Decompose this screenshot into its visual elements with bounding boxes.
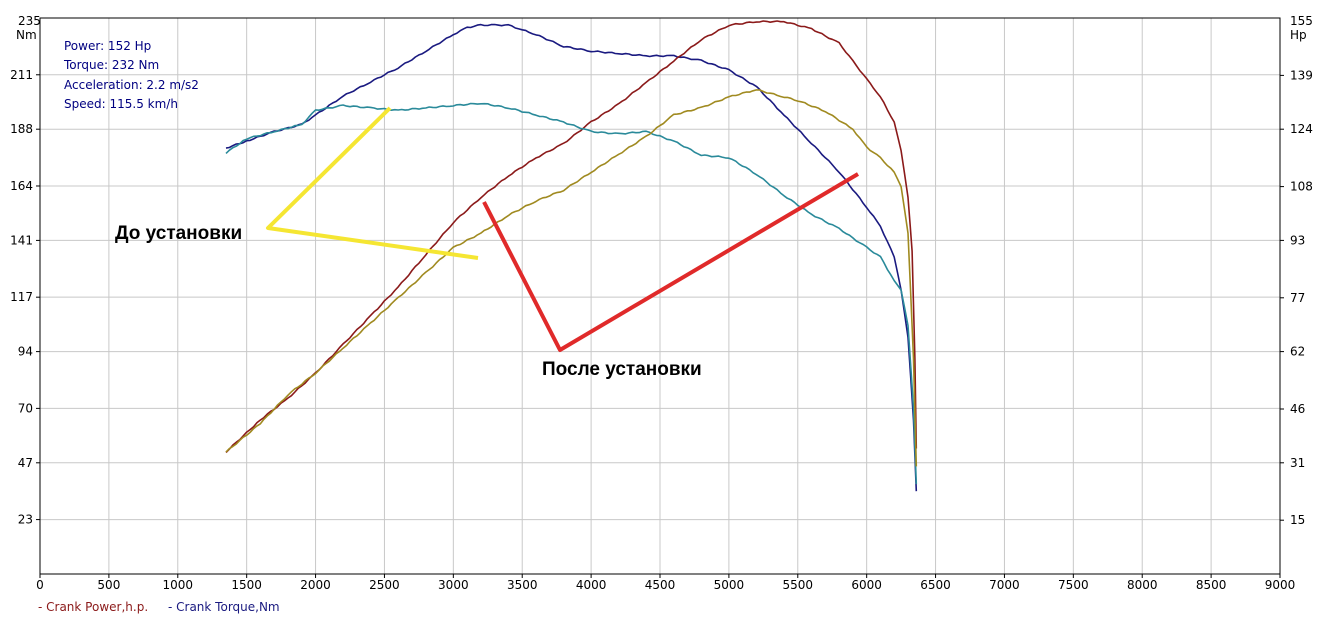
x-tick-label: 8000: [1127, 578, 1158, 592]
right-axis-top-value: 155: [1290, 14, 1313, 28]
y-left-tick-label: 211: [10, 68, 33, 82]
series-line-crank-torque-nm: [225, 23, 918, 492]
series-line-до-установки-torque: [225, 102, 918, 485]
legend-power: - Crank Power,h.p.: [38, 600, 148, 614]
x-tick-label: 6500: [920, 578, 951, 592]
y-left-tick-label: 164: [10, 179, 33, 193]
y-right-tick-label: 46: [1290, 402, 1305, 416]
legend-torque: - Crank Torque,Nm: [168, 600, 280, 614]
x-tick-label: 9000: [1265, 578, 1296, 592]
x-tick-label: 4500: [645, 578, 676, 592]
right-axis-unit: Hp: [1290, 28, 1307, 42]
y-left-tick-label: 70: [18, 401, 33, 415]
x-tick-label: 1500: [231, 578, 262, 592]
x-tick-label: 7500: [1058, 578, 1089, 592]
y-right-tick-label: 77: [1290, 291, 1305, 305]
series-line-crank-power-h-p-: [225, 20, 918, 454]
x-tick-label: 0: [36, 578, 44, 592]
y-left-tick-label: 117: [10, 290, 33, 304]
before-pointer-line: [266, 106, 479, 260]
axis-ticks: 0 500 1000 1500 2000 2500 3000 3500 4000 4500 5000…: [10, 68, 1313, 592]
x-tick-label: 6000: [851, 578, 882, 592]
info-power: Power: 152 Hp: [64, 39, 151, 53]
info-acceleration: Acceleration: 2.2 m/s2: [64, 78, 199, 92]
y-right-tick-label: 31: [1290, 456, 1305, 470]
y-right-tick-label: 62: [1290, 345, 1305, 359]
left-axis-unit: Nm: [16, 28, 37, 42]
annotation-after-label: После установки: [542, 359, 702, 380]
info-torque: Torque: 232 Nm: [63, 58, 159, 72]
y-left-tick-label: 188: [10, 122, 33, 136]
y-left-tick-label: 141: [10, 233, 33, 247]
after-pointer-line: [482, 172, 860, 352]
left-axis-top-value: 235: [18, 14, 41, 28]
x-tick-label: 2500: [369, 578, 400, 592]
x-tick-label: 1000: [163, 578, 194, 592]
x-tick-label: 3000: [438, 578, 469, 592]
info-speed: Speed: 115.5 km/h: [64, 97, 178, 111]
y-right-tick-label: 108: [1290, 180, 1313, 194]
y-right-tick-label: 15: [1290, 513, 1305, 527]
x-tick-label: 2000: [300, 578, 331, 592]
x-tick-label: 7000: [989, 578, 1020, 592]
y-left-tick-label: 23: [18, 513, 33, 527]
y-left-tick-label: 94: [18, 345, 33, 359]
grid: [40, 18, 1280, 574]
y-right-tick-label: 93: [1290, 233, 1305, 247]
x-tick-label: 8500: [1196, 578, 1227, 592]
x-tick-label: 5500: [783, 578, 814, 592]
series-lines: [225, 20, 918, 492]
y-right-tick-label: 124: [1290, 122, 1313, 136]
annotation-before-label: До установки: [115, 223, 242, 244]
series-line-до-установки-power: [225, 89, 918, 467]
x-tick-label: 500: [97, 578, 120, 592]
x-tick-label: 3500: [507, 578, 538, 592]
annotation-pointers: [266, 106, 860, 352]
y-left-tick-label: 47: [18, 456, 33, 470]
x-tick-label: 4000: [576, 578, 607, 592]
x-tick-label: 5000: [714, 578, 745, 592]
y-right-tick-label: 139: [1290, 68, 1313, 82]
